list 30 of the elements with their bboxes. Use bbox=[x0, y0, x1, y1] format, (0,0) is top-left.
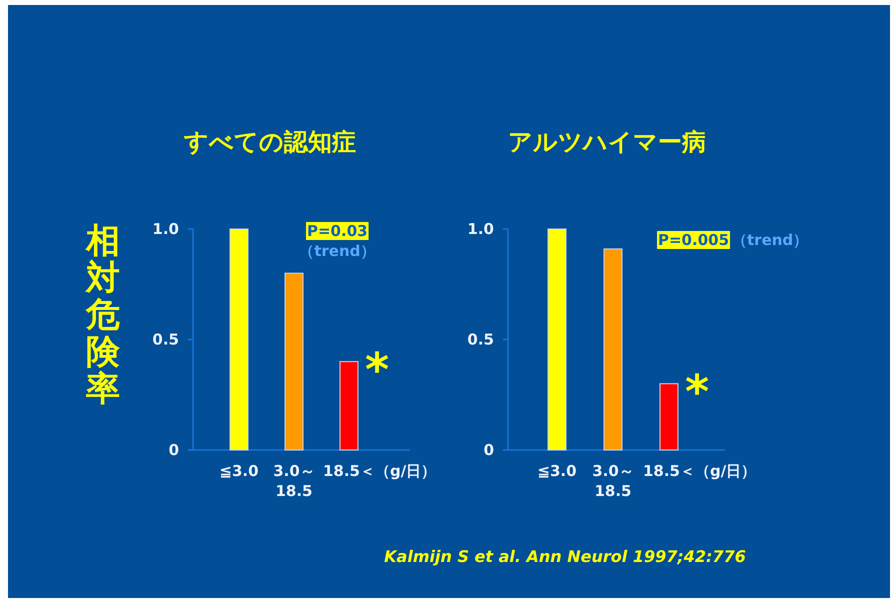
x-tick-label: 3.0～18.5 bbox=[592, 462, 634, 500]
chart-title: すべての認知症 bbox=[183, 128, 356, 156]
annotation: * bbox=[684, 364, 710, 419]
bar bbox=[660, 383, 678, 450]
bar bbox=[604, 248, 622, 450]
x-tick-label: 18.5＜ bbox=[642, 462, 696, 480]
annotation: P=0.005 bbox=[658, 231, 730, 249]
chart-title: アルツハイマー病 bbox=[508, 128, 706, 156]
annotation: P=0.03 bbox=[307, 222, 368, 240]
bar bbox=[230, 228, 248, 450]
bar bbox=[284, 272, 304, 450]
x-tick-label: ≦3.0 bbox=[537, 462, 577, 480]
bar bbox=[340, 361, 358, 450]
x-axis-title: （g/日） bbox=[695, 462, 756, 480]
y-tick-label: 0.5 bbox=[467, 330, 494, 348]
y-axis-title: 相対危険率 bbox=[85, 221, 121, 409]
text: Kalmijn S et al. Ann Neurol 1997;42:776 bbox=[384, 547, 746, 566]
y-tick-label: 0.5 bbox=[152, 330, 179, 348]
y-tick-label: 1.0 bbox=[467, 220, 494, 238]
y-tick-label: 1.0 bbox=[152, 220, 179, 238]
bar bbox=[548, 228, 566, 450]
y-tick-label: 0 bbox=[168, 441, 179, 459]
annotation: * bbox=[364, 342, 390, 397]
y-tick-label: 0 bbox=[484, 441, 494, 459]
text: （trend） bbox=[732, 231, 808, 249]
annotation: （trend） bbox=[299, 242, 376, 260]
x-tick-label: ≦3.0 bbox=[219, 462, 259, 480]
x-tick-label: 18.5＜ bbox=[322, 462, 376, 480]
x-axis-title: （g/日） bbox=[375, 462, 436, 480]
x-tick-label: 3.0～18.5 bbox=[273, 462, 315, 500]
